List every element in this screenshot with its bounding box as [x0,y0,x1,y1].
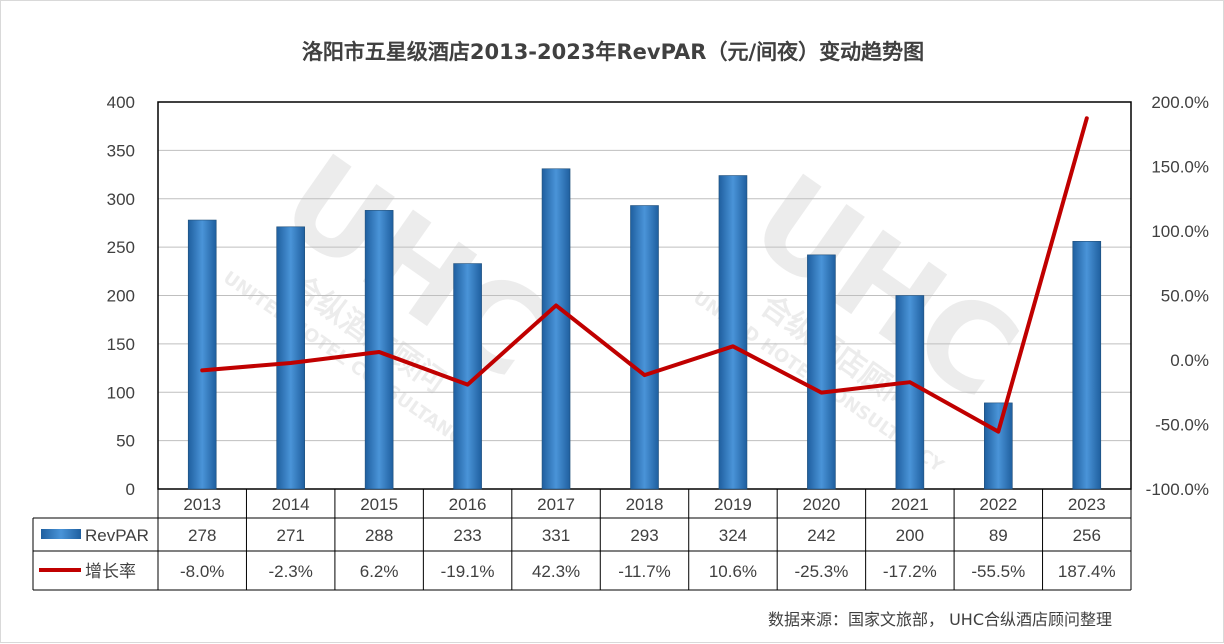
revpar-value: 271 [276,526,304,545]
growth-value: -2.3% [268,562,312,581]
right-tick-label: 0.0% [1170,351,1209,370]
source-note: 数据来源：国家文旅部， UHC合纵酒店顾问整理 [768,610,1112,629]
left-axis: 0 50 100 150 200 250 300 350 400 [107,93,135,499]
right-tick-label: 200.0% [1151,93,1209,112]
revpar-value: 278 [188,526,216,545]
x-tick-label: 2016 [449,495,487,514]
right-tick-label: 50.0% [1161,287,1209,306]
right-axis: -100.0% -50.0% 0.0% 50.0% 100.0% 150.0% 200.0% [1146,93,1209,499]
growth-value: 187.4% [1058,562,1116,581]
x-tick-label: 2021 [891,495,929,514]
x-tick-label: 2017 [537,495,575,514]
left-tick-label: 200 [107,287,135,306]
growth-value: -55.5% [971,562,1025,581]
data-table: 2013 2014 2015 2016 2017 2018 2019 2020 2021 2022… [33,489,1131,590]
revpar-bar [984,403,1012,489]
revpar-value: 242 [807,526,835,545]
right-tick-label: -50.0% [1155,416,1209,435]
left-tick-label: 300 [107,190,135,209]
revpar-bar [542,169,570,489]
left-tick-label: 0 [126,480,135,499]
revpar-bar [807,255,835,489]
chart-title: 洛阳市五星级酒店2013-2023年RevPAR（元/间夜）变动趋势图 [302,40,924,64]
legend-bar-label: RevPAR [85,526,149,545]
left-tick-label: 350 [107,141,135,160]
legend-line-label: 增长率 [85,562,136,581]
growth-value: -17.2% [883,562,937,581]
left-tick-label: 250 [107,238,135,257]
growth-value: -19.1% [441,562,495,581]
x-tick-label: 2023 [1068,495,1106,514]
x-tick-label: 2018 [626,495,664,514]
watermark: UHC合纵酒店顾问UNITED HOTEL CONSULTANCY [219,125,578,458]
revpar-bar [631,206,659,489]
growth-value: 42.3% [532,562,580,581]
revpar-bar [188,220,216,489]
revpar-value: 324 [719,526,747,545]
revpar-bar [365,210,393,489]
x-tick-label: 2019 [714,495,752,514]
x-tick-label: 2013 [183,495,221,514]
x-tick-label: 2015 [360,495,398,514]
revpar-value: 200 [896,526,924,545]
growth-value: -8.0% [180,562,224,581]
left-tick-label: 100 [107,383,135,402]
left-tick-label: 50 [116,432,135,451]
revpar-value: 293 [630,526,658,545]
revpar-bar [719,176,747,489]
right-tick-label: -100.0% [1146,480,1209,499]
revpar-value: 256 [1073,526,1101,545]
revpar-bar [896,296,924,490]
legend-bar-swatch [41,529,81,539]
right-tick-label: 150.0% [1151,158,1209,177]
x-tick-label: 2014 [272,495,310,514]
x-tick-label: 2022 [979,495,1017,514]
revpar-bar [1073,241,1101,489]
growth-value: -25.3% [794,562,848,581]
growth-value: 10.6% [709,562,757,581]
x-tick-label: 2020 [802,495,840,514]
revpar-value: 233 [453,526,481,545]
left-tick-label: 150 [107,335,135,354]
revpar-bar [277,227,305,489]
left-tick-label: 400 [107,93,135,112]
growth-value: 6.2% [360,562,399,581]
revpar-value: 288 [365,526,393,545]
growth-value: -11.7% [618,562,671,581]
right-tick-label: 100.0% [1151,222,1209,241]
revpar-value: 89 [989,526,1008,545]
revpar-value: 331 [542,526,570,545]
